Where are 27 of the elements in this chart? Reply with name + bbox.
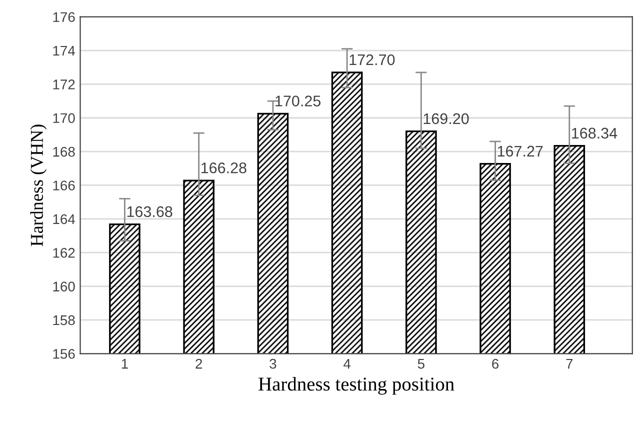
data-label: 167.27 [498,146,543,157]
y-tick-label: 172 [53,80,75,90]
data-label: 172.70 [350,54,395,66]
y-tick-label: 166 [53,180,75,190]
data-label: 166.28 [201,162,246,174]
data-label: 168.34 [572,128,618,139]
y-tick-label: 164 [53,214,75,224]
x-tick-label: 6 [492,358,499,369]
data-label: 169.20 [424,113,469,124]
x-tick-label: 2 [196,358,202,369]
y-tick-label: 170 [53,113,75,124]
y-tick-label: 174 [53,46,75,56]
y-tick-label: 156 [53,348,75,359]
data-label: 170.25 [276,96,321,106]
x-axis-title: Hardness testing position [258,377,454,395]
x-tick-label: 4 [344,359,350,369]
x-tick-label: 5 [418,359,424,369]
y-tick-label: 160 [53,282,75,292]
y-axis-title: Hardness (VHN) [30,124,47,246]
y-tick-label: 176 [53,12,75,22]
x-tick-label: 7 [566,359,573,369]
y-tick-label: 168 [53,146,75,157]
x-tick-label: 3 [270,358,276,369]
y-tick-label: 158 [53,315,75,326]
x-tick-label: 1 [122,359,128,369]
data-label: 163.68 [127,206,172,218]
y-tick-label: 162 [53,248,75,258]
